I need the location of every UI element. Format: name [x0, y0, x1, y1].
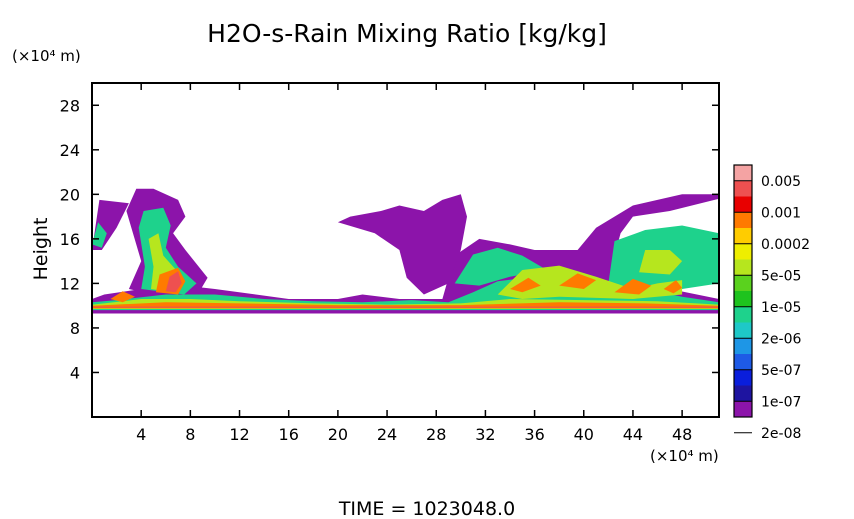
- x-tick-label: 40: [574, 425, 594, 444]
- colorbar: 0.005 0.001 0.0002 5e-05 1e-05 2e-06 5e-07 1e-0…: [733, 164, 810, 442]
- y-axis-label: Height: [30, 218, 52, 281]
- time-footer: TIME = 1023048.0: [338, 498, 515, 519]
- y-tick-label: 28: [60, 96, 80, 115]
- colorbar-swatch: [734, 385, 752, 402]
- y-tick-label: 20: [60, 185, 80, 204]
- rain-region-level-12-5: [614, 278, 652, 295]
- x-tick-label: 28: [426, 425, 446, 444]
- x-tick-label: 16: [279, 425, 299, 444]
- colorbar-swatch: [734, 338, 752, 355]
- rain-region-level-14-0: [92, 306, 719, 308]
- rain-region-level-12-2: [110, 291, 135, 303]
- heatmap-field: [92, 188, 719, 314]
- x-tick-label: 12: [229, 425, 249, 444]
- chart-title: H2O-s-Rain Mixing Ratio [kg/kg]: [207, 19, 607, 48]
- x-tick-label: 8: [185, 425, 195, 444]
- colorbar-swatch: [734, 196, 752, 213]
- colorbar-swatch: [734, 354, 752, 371]
- y-axis-unit: (×10⁴ m): [12, 47, 81, 65]
- rain-region-level-6-3: [454, 247, 547, 286]
- y-axis: 4 8 12 16 20 24 28: [60, 96, 719, 382]
- colorbar-swatch: [734, 180, 752, 197]
- colorbar-label: 2e-08: [761, 426, 801, 442]
- colorbar-label: 1e-07: [761, 394, 801, 410]
- rain-region-level-0-3: [337, 194, 467, 295]
- x-tick-label: 44: [623, 425, 643, 444]
- colorbar-swatch: [734, 322, 752, 339]
- y-tick-label: 8: [70, 319, 80, 338]
- x-tick-label: 4: [136, 425, 146, 444]
- rain-region-level-9-3: [639, 250, 683, 275]
- colorbar-label: 2e-06: [761, 331, 801, 347]
- colorbar-swatch: [734, 228, 752, 245]
- colorbar-swatch: [734, 306, 752, 323]
- x-axis-unit: (×10⁴ m): [650, 447, 719, 465]
- y-tick-label: 24: [60, 141, 80, 160]
- colorbar-label: 0.0002: [761, 237, 810, 253]
- rain-region-level-12-3: [510, 277, 541, 293]
- colorbar-swatch: [734, 369, 752, 386]
- x-tick-label: 20: [328, 425, 348, 444]
- colorbar-swatch: [734, 401, 752, 418]
- x-tick-label: 24: [377, 425, 397, 444]
- colorbar-swatch: [734, 212, 752, 229]
- colorbar-label: 0.001: [761, 205, 801, 221]
- colorbar-label: 0.005: [761, 174, 801, 190]
- colorbar-swatch: [734, 275, 752, 292]
- rain-region-level-14-1: [165, 271, 182, 293]
- colorbar-label: 5e-05: [761, 268, 801, 284]
- colorbar-swatch: [734, 243, 752, 260]
- y-tick-label: 12: [60, 274, 80, 293]
- colorbar-label: 1e-05: [761, 300, 801, 316]
- x-tick-label: 36: [524, 425, 544, 444]
- rain-region-level-12-4: [559, 273, 597, 289]
- colorbar-swatch: [734, 259, 752, 276]
- y-tick-label: 16: [60, 230, 80, 249]
- plot-frame: [91, 82, 720, 418]
- colorbar-swatch: [734, 291, 752, 308]
- colorbar-label: 5e-07: [761, 363, 801, 379]
- x-tick-label: 32: [475, 425, 495, 444]
- x-tick-label: 48: [672, 425, 692, 444]
- colorbar-frame: [733, 164, 753, 418]
- y-tick-label: 4: [70, 363, 80, 382]
- rain-region-level-12-6: [663, 280, 683, 294]
- colorbar-swatch: [734, 165, 752, 182]
- rain-region-level-6-2: [92, 222, 107, 248]
- x-axis: 4 8 12 16 20 24 28 32 36 40 44 48: [136, 83, 692, 444]
